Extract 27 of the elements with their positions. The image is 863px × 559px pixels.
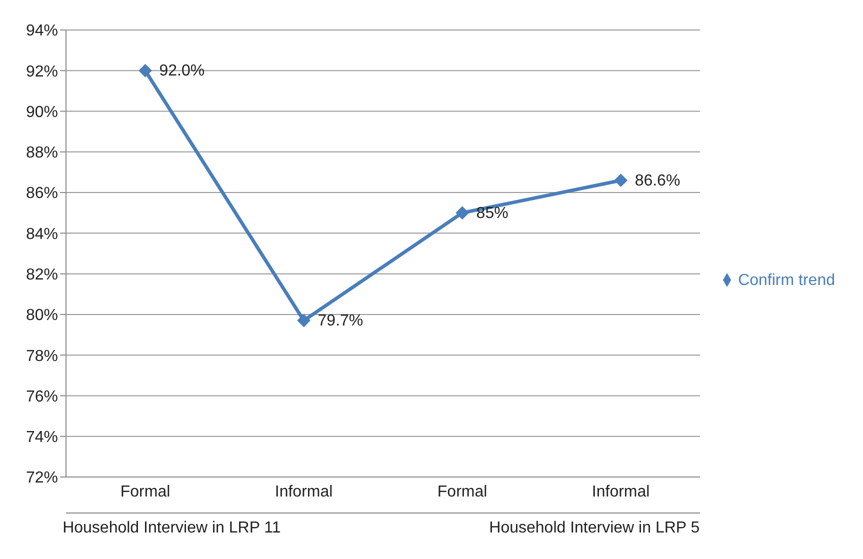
point: [138, 64, 152, 78]
y-tick-label: 76%: [26, 388, 58, 406]
x-tick-label: Informal: [274, 483, 333, 500]
x-tick-label: Formal: [437, 483, 488, 500]
y-tick-label: 86%: [26, 185, 58, 202]
text: Household Interview in LRP 11: [62, 519, 281, 536]
point: [456, 206, 469, 220]
data-label: 85%: [476, 204, 508, 222]
data-label: 79.7%: [318, 312, 364, 330]
y-tick-label: 92%: [26, 63, 58, 80]
x-tick-label: Informal: [592, 483, 650, 500]
point: [297, 314, 310, 328]
y-tick-label: 94%: [26, 22, 58, 40]
y-tick-label: 78%: [26, 348, 58, 365]
data-label: 86.6%: [634, 172, 680, 190]
y-tick-label: 80%: [26, 307, 58, 324]
y-tick-label: 88%: [26, 144, 58, 162]
y-tick-label: 82%: [26, 266, 58, 284]
point: [614, 174, 628, 187]
data-label: 92.0%: [159, 62, 205, 80]
y-tick-label: 72%: [26, 470, 58, 487]
y-tick-label: 90%: [26, 104, 58, 121]
x-tick-label: Formal: [120, 483, 170, 500]
legend-label: Confirm trend: [738, 272, 835, 288]
y-tick-label: 84%: [26, 226, 58, 243]
y-tick-label: 74%: [26, 429, 58, 446]
text: Household Interview in LRP 5: [489, 519, 700, 536]
